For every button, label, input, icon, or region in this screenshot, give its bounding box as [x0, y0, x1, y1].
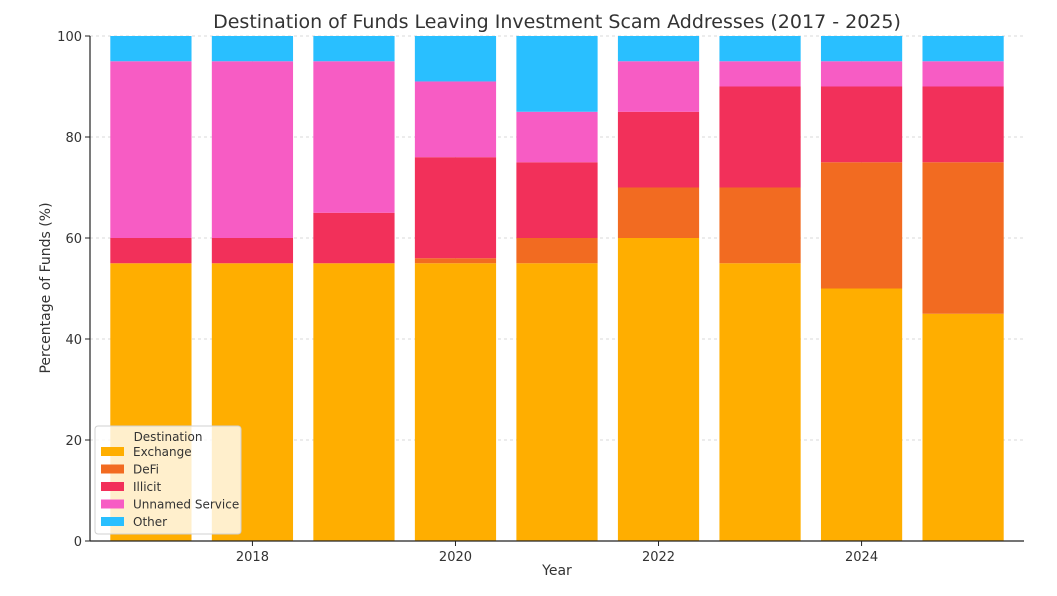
bar-2022-unnamed-service — [617, 61, 700, 112]
bar-2019-other — [313, 36, 395, 62]
chart-title: Destination of Funds Leaving Investment … — [213, 11, 901, 33]
bar-2021-illicit — [516, 162, 598, 238]
bar-2018-other — [211, 36, 294, 62]
bar-2025-exchange — [922, 313, 1004, 541]
y-tick-label: 40 — [65, 333, 82, 348]
bar-2020-illicit — [414, 157, 497, 259]
bar-2024-defi — [820, 162, 903, 289]
bar-2023-unnamed-service — [719, 61, 801, 87]
bar-2017-illicit — [110, 238, 192, 264]
x-axis-label: Year — [541, 563, 572, 579]
bar-2024-exchange — [820, 288, 903, 541]
bar-2024-other — [820, 36, 903, 62]
legend-label-unnamed-service: Unnamed Service — [133, 498, 239, 512]
bar-2022-illicit — [617, 111, 700, 188]
bar-2023-illicit — [719, 86, 801, 188]
bar-2019-unnamed-service — [313, 61, 395, 213]
legend-swatch-defi — [101, 464, 124, 474]
bar-2022-other — [617, 36, 700, 62]
y-tick-label: 20 — [65, 434, 82, 449]
x-tick-label: 2024 — [845, 550, 878, 565]
legend-label-other: Other — [133, 515, 167, 529]
bar-2023-exchange — [719, 263, 801, 541]
y-tick-label: 80 — [65, 131, 82, 146]
legend-label-exchange: Exchange — [133, 445, 192, 459]
bar-2024-illicit — [820, 86, 903, 163]
bar-2017-unnamed-service — [110, 61, 192, 238]
bar-2020-other — [414, 36, 497, 82]
legend-swatch-exchange — [101, 447, 124, 456]
legend-label-defi: DeFi — [133, 463, 159, 477]
bar-2025-illicit — [922, 86, 1004, 163]
x-tick-label: 2020 — [439, 550, 472, 565]
bar-2024-unnamed-service — [820, 61, 903, 87]
bar-2020-exchange — [414, 263, 497, 541]
x-tick-label: 2022 — [642, 550, 675, 565]
legend-title: Destination — [134, 430, 203, 444]
bar-2025-other — [922, 36, 1004, 62]
bar-2025-unnamed-service — [922, 61, 1004, 87]
y-tick-label: 100 — [57, 30, 82, 45]
bar-2020-defi — [414, 258, 497, 264]
bar-2018-unnamed-service — [211, 61, 294, 238]
bar-2019-illicit — [313, 212, 395, 264]
bar-2021-defi — [516, 238, 598, 264]
axes: 0 20 40 60 80 100 2018 2020 2022 2024 — [57, 30, 1024, 565]
bar-2025-defi — [922, 162, 1004, 314]
bar-2017-other — [110, 36, 192, 62]
legend-label-illicit: Illicit — [133, 480, 161, 494]
legend-swatch-illicit — [101, 482, 124, 491]
x-tick-label: 2018 — [236, 550, 269, 565]
bars — [110, 36, 1004, 541]
y-tick-label: 0 — [74, 535, 82, 550]
legend-swatch-unnamed-service — [101, 499, 124, 509]
legend: Destination Exchange DeFi Illicit Unnamed S… — [94, 425, 242, 535]
bar-2023-other — [719, 36, 801, 62]
legend-box — [94, 425, 242, 535]
bar-2022-defi — [617, 187, 700, 238]
bar-2020-unnamed-service — [414, 81, 497, 158]
bar-2023-defi — [719, 187, 801, 264]
bar-2018-illicit — [211, 238, 294, 264]
bar-2021-exchange — [516, 263, 598, 541]
bar-2021-other — [516, 36, 598, 112]
bar-2021-unnamed-service — [516, 111, 598, 163]
y-tick-label: 60 — [65, 232, 82, 247]
y-axis-label: Percentage of Funds (%) — [38, 202, 54, 373]
legend-swatch-other — [101, 517, 124, 526]
bar-2022-exchange — [617, 238, 700, 541]
bar-2019-exchange — [313, 263, 395, 541]
